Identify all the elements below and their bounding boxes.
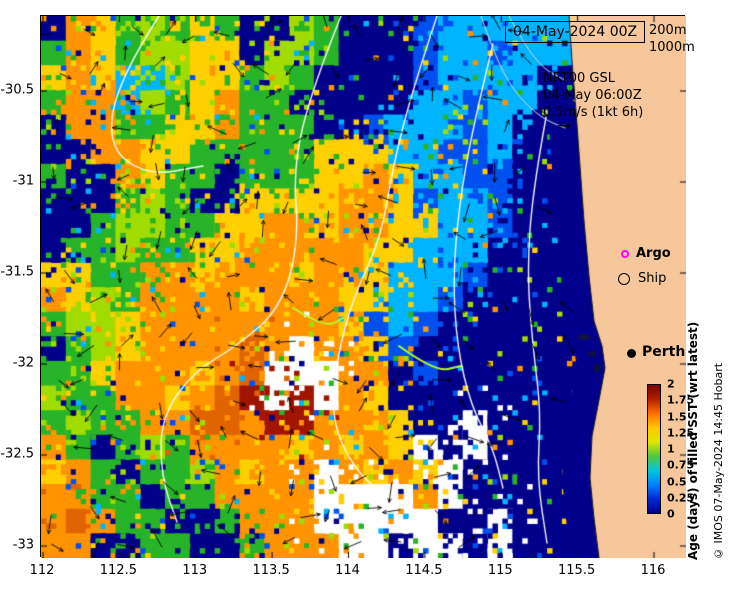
isobath-depth-labels: 200m 1000m [649, 22, 695, 56]
x-axis-tick-label: 113 [182, 563, 208, 578]
credit-text: © IMOS 07-May-2024 14:45 Hobart [712, 362, 725, 560]
argo-legend-label: Argo [636, 246, 671, 261]
colorbar-tick-label: 0.25 [667, 491, 695, 505]
velocity-key: NRT00 GSL 04-May 06:00Z 0.5m/s (1kt 6h) [543, 70, 643, 121]
colorbar-tick-label: 0.5 [667, 475, 687, 488]
y-axis-tick-labels: -30.5 -31 -31.5 -32 -32.5 -33 [0, 0, 37, 592]
colorbar-gradient [647, 384, 661, 514]
velocity-scale-arrow-icon: → [557, 116, 572, 136]
colorbar-tick-label: 1.25 [667, 426, 695, 440]
colorbar-tick-label: 2 [667, 377, 675, 391]
perth-city-marker-icon [627, 349, 636, 358]
argo-marker-icon [621, 250, 629, 258]
x-axis-tick-label: 114.5 [405, 563, 443, 578]
colorbar-tick-labels: 2 1.75 1.5 1.25 1 0.75 0.5 0.25 0 [667, 378, 711, 521]
colorbar-tick-label: 0 [667, 507, 675, 521]
colorbar-tick-label: 0.75 [667, 458, 695, 472]
y-axis-tick-label: -30.5 [0, 82, 34, 98]
datetime-label: 04-May-2024 00Z [505, 21, 646, 43]
x-axis-tick-label: 115.5 [558, 563, 596, 578]
isobath-1000m-label: 1000m [649, 40, 695, 55]
colorbar-tick-label: 1 [667, 442, 675, 456]
colorbar-title: Age (days) of filled SST (wrt latest) [686, 321, 700, 560]
y-axis-tick-label: -33 [12, 537, 34, 553]
colorbar-tick-label: 1.75 [667, 393, 695, 407]
y-axis-tick-label: -32.5 [0, 446, 34, 462]
colorbar-tick-label: 1.5 [667, 410, 687, 423]
x-axis-tick-label: 115 [487, 563, 513, 578]
x-axis-tick-label: 112 [29, 563, 55, 578]
velocity-key-product: NRT00 GSL [543, 71, 615, 86]
perth-city-label: Perth [642, 344, 686, 360]
velocity-key-scale: 0.5m/s (1kt 6h) [543, 105, 644, 120]
velocity-key-datetime: 04-May 06:00Z [543, 88, 642, 103]
x-axis-tick-label: 114 [335, 563, 360, 578]
colorbar: 2 1.75 1.5 1.25 1 0.75 0.5 0.25 0 [647, 378, 719, 524]
x-axis-tick-label: 116 [640, 563, 666, 578]
map-plot-area: 04-May-2024 00Z 200m 1000m NRT00 GSL 04-… [40, 15, 695, 558]
x-axis-tick-label: 113.5 [252, 563, 290, 578]
y-axis-tick-label: -32 [12, 355, 34, 371]
x-axis-tick-labels: 112 112.5 113 113.5 114 114.5 115 115.5 116 [0, 563, 740, 583]
ship-legend-label: Ship [638, 271, 667, 286]
x-axis-tick-label: 112.5 [99, 563, 137, 578]
sst-age-raster-map [41, 16, 686, 558]
y-axis-tick-label: -31 [12, 173, 34, 189]
y-axis-tick-label: -31.5 [0, 264, 34, 280]
ship-marker-icon [618, 273, 630, 285]
isobath-200m-label: 200m [649, 23, 687, 38]
